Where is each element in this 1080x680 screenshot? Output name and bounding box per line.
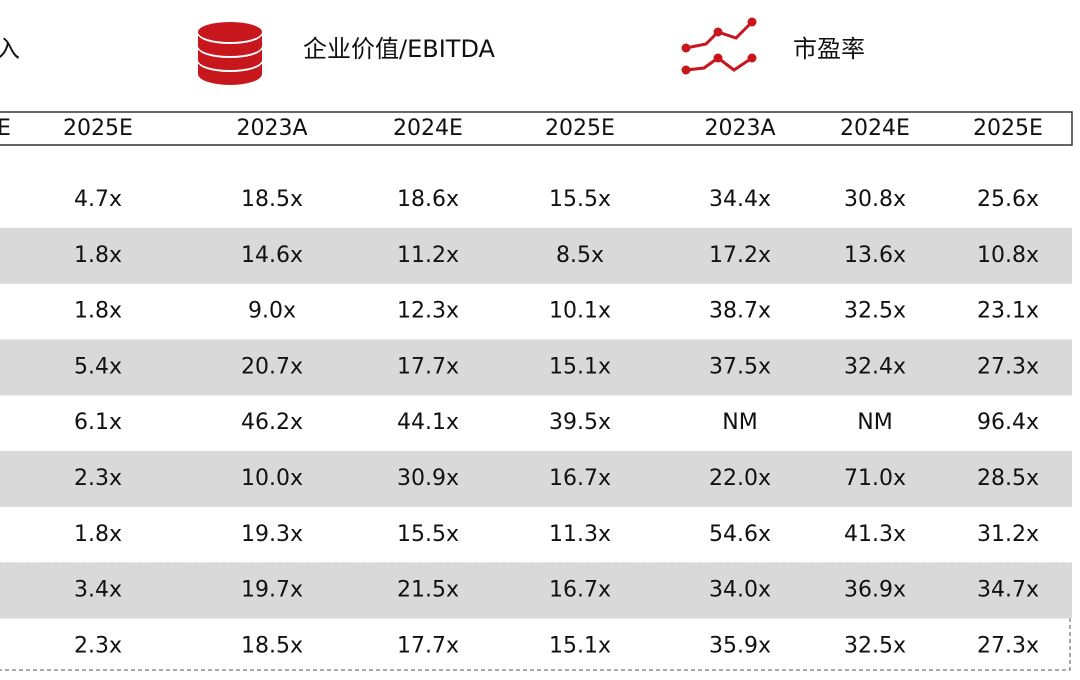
cell: 1.8x xyxy=(74,243,122,268)
cell: 10.1x xyxy=(549,299,611,324)
cell: 36.9x xyxy=(844,578,906,603)
cell: 11.3x xyxy=(549,522,611,547)
cell: 54.6x xyxy=(709,522,771,547)
cell: 16.7x xyxy=(549,578,611,603)
cell: 15.1x xyxy=(549,633,611,658)
row-shade xyxy=(0,562,1072,619)
cell: 32.4x xyxy=(844,354,906,379)
cell: 39.5x xyxy=(549,410,611,435)
group-label: 企业价值/EBITDA xyxy=(303,35,496,63)
cell: 17.2x xyxy=(709,243,771,268)
cell: 5.4x xyxy=(74,354,122,379)
cell: 6.1x xyxy=(74,410,122,435)
column-header: 2025E xyxy=(63,116,133,141)
cell: 15.5x xyxy=(397,522,459,547)
cell: 4.7x xyxy=(74,187,122,212)
cell: 16.7x xyxy=(549,466,611,491)
cell: 14.6x xyxy=(241,243,303,268)
cell: 41.3x xyxy=(844,522,906,547)
cell: 34.7x xyxy=(977,578,1039,603)
cell: 44.1x xyxy=(397,410,459,435)
cell: 19.7x xyxy=(241,578,303,603)
cell: 46.2x xyxy=(241,410,303,435)
cell: 3.4x xyxy=(74,578,122,603)
cell: 13.6x xyxy=(844,243,906,268)
cell: 28.5x xyxy=(977,466,1039,491)
column-header: 2023A xyxy=(704,116,775,141)
row-shade xyxy=(0,451,1072,507)
table-body: E 2025E 2023A 2024E 2025E 2023A 2024E 2025E 4.7x… xyxy=(0,116,1072,658)
group-label: 市盈率 xyxy=(793,35,865,63)
cell: 21.5x xyxy=(397,578,459,603)
row-shade xyxy=(0,339,1072,396)
coin-icon xyxy=(198,22,262,85)
column-header: 2024E xyxy=(840,116,910,141)
cell: 27.3x xyxy=(977,633,1039,658)
cell: 96.4x xyxy=(977,410,1039,435)
cell: 17.7x xyxy=(397,633,459,658)
cell: 10.8x xyxy=(977,243,1039,268)
cell: 11.2x xyxy=(397,243,459,268)
column-header: 2025E xyxy=(545,116,615,141)
cell: 30.9x xyxy=(397,466,459,491)
cell: 38.7x xyxy=(709,299,771,324)
cell: 32.5x xyxy=(844,299,906,324)
row-shade xyxy=(0,227,1072,284)
cell: 22.0x xyxy=(709,466,771,491)
cell: 30.8x xyxy=(844,187,906,212)
cell: 15.5x xyxy=(549,187,611,212)
cell: 17.7x xyxy=(397,354,459,379)
cell: 18.6x xyxy=(397,187,459,212)
cell: 34.0x xyxy=(709,578,771,603)
cell: 71.0x xyxy=(844,466,906,491)
cell: 31.2x xyxy=(977,522,1039,547)
cell: 12.3x xyxy=(397,299,459,324)
cell: NM xyxy=(722,410,757,435)
cell: 18.5x xyxy=(241,187,303,212)
cell: 25.6x xyxy=(977,187,1039,212)
cell: 27.3x xyxy=(977,354,1039,379)
cell: 8.5x xyxy=(556,243,604,268)
cell: 2.3x xyxy=(74,466,122,491)
group-label: 入 xyxy=(0,35,20,63)
header-border xyxy=(0,111,1073,146)
column-header: 2025E xyxy=(973,116,1043,141)
cell: 1.8x xyxy=(74,299,122,324)
cell: 18.5x xyxy=(241,633,303,658)
column-header: 2024E xyxy=(393,116,463,141)
trend-icon xyxy=(681,17,757,75)
cell: NM xyxy=(857,410,892,435)
cell: 35.9x xyxy=(709,633,771,658)
column-header: E xyxy=(0,116,11,141)
cell: 10.0x xyxy=(241,466,303,491)
cell: 34.4x xyxy=(709,187,771,212)
cell: 20.7x xyxy=(241,354,303,379)
cell: 2.3x xyxy=(74,633,122,658)
cell: 1.8x xyxy=(74,522,122,547)
cell: 32.5x xyxy=(844,633,906,658)
cell: 19.3x xyxy=(241,522,303,547)
cell: 37.5x xyxy=(709,354,771,379)
column-header: 2023A xyxy=(236,116,307,141)
cell: 23.1x xyxy=(977,299,1039,324)
cell: 15.1x xyxy=(549,354,611,379)
cell: 9.0x xyxy=(248,299,296,324)
